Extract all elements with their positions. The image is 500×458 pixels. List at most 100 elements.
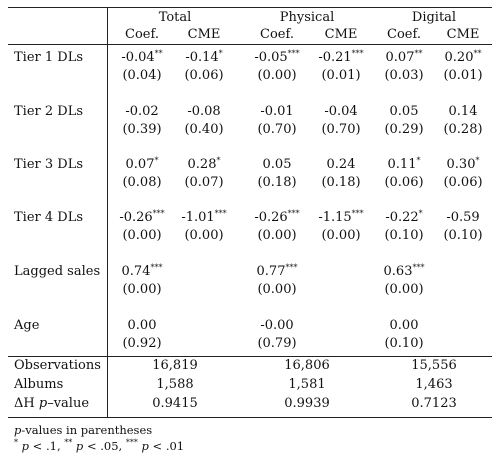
- pvalue-cell: (0.00): [122, 228, 162, 243]
- coefficient-value: -0.01: [260, 104, 294, 119]
- coefficient-cell: -1.15***: [306, 210, 376, 226]
- coefficient-value: -0.02: [125, 104, 159, 119]
- pvalue-cell: (0.39): [122, 122, 162, 137]
- coefficient-cell: -0.02: [107, 104, 177, 120]
- coefficient-cell: 0.74***: [107, 264, 177, 280]
- pvalue-cell: (0.00): [384, 282, 424, 297]
- group-header-digital: Digital: [411, 10, 457, 25]
- subheader-coef: Coef.: [260, 27, 294, 42]
- significance-stars: *: [475, 156, 480, 165]
- significance-stars: ***: [351, 49, 364, 58]
- stats-label: Albums: [14, 377, 64, 392]
- subheader-coef: Coef.: [125, 27, 159, 42]
- stats-value: 15,556: [411, 358, 457, 373]
- coefficient-value: -1.15: [318, 210, 352, 225]
- coefficient-cell: -0.04**: [107, 50, 177, 66]
- coefficient-value: 0.11: [387, 157, 417, 172]
- coefficient-cell: 0.14: [428, 104, 498, 120]
- footnote-threshold: < .05,: [83, 439, 126, 453]
- stats-label: ΔH p–value: [14, 396, 89, 412]
- significance-stars: ***: [287, 49, 300, 58]
- coefficient-value: -0.59: [446, 210, 480, 225]
- pvalue-cell: (0.18): [257, 175, 297, 190]
- coefficient-cell: -0.22*: [369, 210, 439, 226]
- significance-stars: *: [154, 156, 159, 165]
- stats-value: 1,588: [156, 377, 194, 392]
- stats-value: 16,819: [152, 358, 198, 373]
- pvalue-cell: (0.10): [443, 228, 483, 243]
- coefficient-cell: 0.77***: [242, 264, 312, 280]
- pvalue-cell: (0.06): [184, 68, 224, 83]
- pvalue-cell: (0.18): [321, 175, 361, 190]
- coefficient-value: 0.07: [385, 50, 415, 65]
- coefficient-value: -0.00: [260, 318, 294, 333]
- significance-stars: *: [416, 156, 421, 165]
- group-header-total: Total: [158, 10, 192, 25]
- pvalue-cell: (0.70): [257, 122, 297, 137]
- coefficient-cell: -0.05***: [242, 50, 312, 66]
- stats-value: 0.9939: [284, 396, 330, 411]
- significance-stars: *: [418, 209, 423, 218]
- pvalue-cell: (0.79): [257, 336, 297, 351]
- coefficient-cell: 0.63***: [369, 264, 439, 280]
- coefficient-value: -0.21: [318, 50, 352, 65]
- footnote-threshold: < .1,: [29, 439, 65, 453]
- coefficient-value: -0.22: [385, 210, 419, 225]
- row-label: Tier 2 DLs: [14, 104, 83, 119]
- stats-label-prefix: ΔH: [14, 396, 39, 411]
- significance-stars: ***: [412, 263, 425, 272]
- label-column-divider: [107, 7, 108, 417]
- body-rule: [8, 356, 492, 357]
- stats-value: 1,581: [288, 377, 326, 392]
- footnote-stars: ***: [125, 438, 138, 447]
- pvalue-cell: (0.40): [184, 122, 224, 137]
- coefficient-value: -0.04: [324, 104, 358, 119]
- pvalue-cell: (0.29): [384, 122, 424, 137]
- coefficient-cell: 0.28*: [169, 157, 239, 173]
- footnote-p-rest: -values in parentheses: [21, 423, 153, 437]
- footnote-threshold: < .01: [148, 439, 185, 453]
- pvalue-cell: (0.04): [122, 68, 162, 83]
- coefficient-value: -1.01: [181, 210, 215, 225]
- significance-stars: **: [473, 49, 482, 58]
- coefficient-value: 0.05: [262, 157, 292, 172]
- significance-stars: *: [218, 49, 223, 58]
- coefficient-cell: -0.59: [428, 210, 498, 226]
- pvalue-cell: (0.08): [122, 175, 162, 190]
- coefficient-cell: 0.07*: [107, 157, 177, 173]
- footnote-stars: *: [14, 438, 18, 447]
- pvalue-cell: (0.00): [257, 282, 297, 297]
- coefficient-cell: 0.30*: [428, 157, 498, 173]
- coefficient-value: -0.26: [254, 210, 288, 225]
- row-label: Age: [14, 318, 40, 333]
- coefficient-cell: 0.11*: [369, 157, 439, 173]
- coefficient-value: 0.74: [121, 264, 151, 279]
- footnote-p: p: [75, 439, 84, 453]
- row-label: Tier 4 DLs: [14, 210, 83, 225]
- pvalue-cell: (0.01): [321, 68, 361, 83]
- pvalue-cell: (0.00): [257, 68, 297, 83]
- pvalue-cell: (0.10): [384, 336, 424, 351]
- significance-stars: *: [216, 156, 221, 165]
- coefficient-cell: -0.00: [242, 318, 312, 334]
- stats-label: Observations: [14, 358, 101, 373]
- coefficient-value: 0.00: [389, 318, 419, 333]
- pvalue-cell: (0.01): [443, 68, 483, 83]
- coefficient-value: 0.28: [187, 157, 217, 172]
- subheader-cme: CME: [446, 27, 480, 42]
- subheader-cme: CME: [324, 27, 358, 42]
- pvalue-cell: (0.00): [122, 282, 162, 297]
- stats-value: 1,463: [415, 377, 453, 392]
- coefficient-value: 0.77: [256, 264, 286, 279]
- stats-label-italic: p: [38, 396, 48, 411]
- pvalue-cell: (0.28): [443, 122, 483, 137]
- coefficient-cell: 0.00: [107, 318, 177, 334]
- significance-stars: ***: [150, 263, 163, 272]
- coefficient-cell: 0.05: [242, 157, 312, 173]
- significance-stars: ***: [214, 209, 227, 218]
- coefficient-cell: -0.08: [169, 104, 239, 120]
- coefficient-value: 0.14: [448, 104, 478, 119]
- coefficient-value: 0.24: [326, 157, 356, 172]
- significance-stars: **: [414, 49, 423, 58]
- coefficient-value: -0.05: [254, 50, 288, 65]
